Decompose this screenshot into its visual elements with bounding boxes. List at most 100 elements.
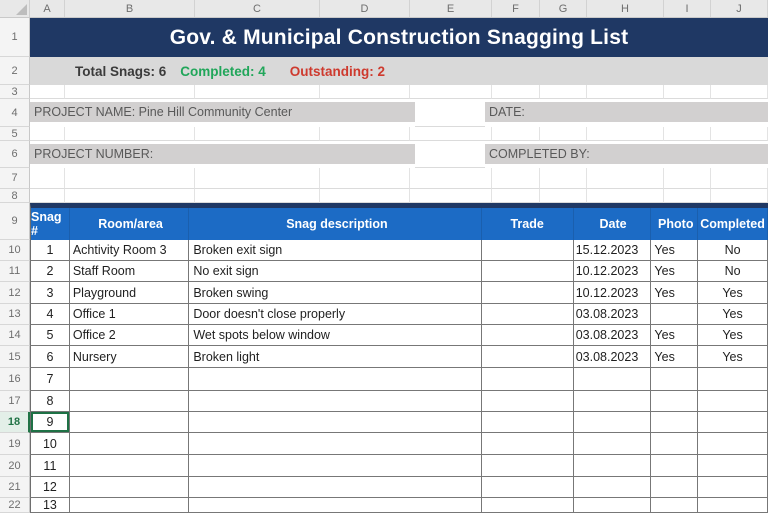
row-header-5[interactable]: 5 — [0, 127, 30, 141]
cell-photo[interactable] — [651, 498, 699, 512]
row-header-4[interactable]: 4 — [0, 99, 30, 127]
column-header-i[interactable]: I — [664, 0, 711, 17]
project-number-cell[interactable]: PROJECT NUMBER: — [30, 144, 415, 164]
row-header-14[interactable]: 14 — [0, 325, 30, 346]
header-trade[interactable]: Trade — [482, 208, 574, 240]
title-cell[interactable]: Gov. & Municipal Construction Snagging L… — [30, 18, 768, 57]
cell-room[interactable]: Staff Room — [70, 261, 190, 281]
date-cell[interactable]: DATE: — [485, 102, 768, 122]
cell-completed[interactable]: No — [698, 261, 768, 281]
column-header-j[interactable]: J — [711, 0, 768, 17]
cell-description[interactable] — [189, 498, 482, 512]
cell-date[interactable]: 15.12.2023 — [574, 240, 652, 260]
cell-room[interactable]: Playground — [70, 282, 190, 303]
row-header-10[interactable]: 10 — [0, 240, 30, 261]
cell-date[interactable] — [574, 455, 652, 476]
cell-trade[interactable] — [482, 433, 574, 454]
row-header-17[interactable]: 17 — [0, 391, 30, 412]
cell-room[interactable] — [70, 391, 190, 411]
cell-completed[interactable] — [698, 477, 768, 497]
cell-date[interactable]: 03.08.2023 — [574, 346, 652, 367]
cell-completed[interactable]: Yes — [698, 325, 768, 345]
cell-description[interactable]: Wet spots below window — [189, 325, 482, 345]
cell-description[interactable]: Broken swing — [189, 282, 482, 303]
cell-date[interactable] — [574, 391, 652, 411]
project-name-cell[interactable]: PROJECT NAME: Pine Hill Community Center — [30, 102, 415, 122]
row-header-12[interactable]: 12 — [0, 282, 30, 304]
cell-date[interactable] — [574, 368, 652, 390]
cell-photo[interactable] — [651, 455, 699, 476]
row-header-21[interactable]: 21 — [0, 477, 30, 498]
cell-photo[interactable]: Yes — [651, 346, 699, 367]
row-header-7[interactable]: 7 — [0, 168, 30, 189]
cell-photo[interactable] — [651, 433, 699, 454]
cell-photo[interactable] — [651, 391, 699, 411]
cell-description[interactable] — [189, 455, 482, 476]
empty-grid-row-7[interactable] — [30, 168, 768, 189]
cell-completed[interactable] — [698, 391, 768, 411]
row-header-3[interactable]: 3 — [0, 85, 30, 99]
cell-description[interactable]: No exit sign — [189, 261, 482, 281]
empty-cell[interactable] — [415, 141, 485, 168]
cell-snag[interactable]: 5 — [31, 325, 70, 345]
empty-grid-row-5[interactable] — [30, 127, 768, 141]
cell-date[interactable]: 03.08.2023 — [574, 325, 652, 345]
cell-photo[interactable] — [651, 477, 699, 497]
cell-description[interactable] — [189, 368, 482, 390]
row-header-11[interactable]: 11 — [0, 261, 30, 282]
cell-completed[interactable]: Yes — [698, 304, 768, 324]
cell-trade[interactable] — [482, 391, 574, 411]
row-header-9[interactable]: 9 — [0, 203, 30, 240]
cell-room[interactable] — [70, 433, 190, 454]
cell-description[interactable] — [189, 433, 482, 454]
header-snag-description[interactable]: Snag description — [189, 208, 482, 240]
cell-description[interactable] — [189, 412, 482, 432]
cell-description[interactable] — [189, 391, 482, 411]
cell-completed[interactable] — [698, 412, 768, 432]
row-header-6[interactable]: 6 — [0, 141, 30, 168]
row-header-8[interactable]: 8 — [0, 189, 30, 203]
cell-date[interactable] — [574, 477, 652, 497]
cell-snag[interactable]: 4 — [31, 304, 70, 324]
cell-description[interactable]: Broken exit sign — [189, 240, 482, 260]
cell-date[interactable] — [574, 412, 652, 432]
cell-snag[interactable]: 2 — [31, 261, 70, 281]
cell-snag[interactable]: 1 — [31, 240, 70, 260]
cell-photo[interactable]: Yes — [651, 325, 699, 345]
empty-grid-row-8[interactable] — [30, 189, 768, 203]
cell-completed[interactable]: No — [698, 240, 768, 260]
cell-completed[interactable]: Yes — [698, 282, 768, 303]
cell-room[interactable]: Office 1 — [70, 304, 190, 324]
cell-photo[interactable]: Yes — [651, 261, 699, 281]
cell-room[interactable]: Office 2 — [70, 325, 190, 345]
row-header-1[interactable]: 1 — [0, 18, 30, 57]
header-date[interactable]: Date — [574, 208, 652, 240]
cell-trade[interactable] — [482, 498, 574, 512]
header-snag-number[interactable]: Snag # — [31, 208, 70, 240]
row-header-2[interactable]: 2 — [0, 57, 30, 85]
cell-trade[interactable] — [482, 412, 574, 432]
cell-photo[interactable]: Yes — [651, 282, 699, 303]
cell-snag[interactable]: 12 — [31, 477, 70, 497]
cell-room[interactable] — [70, 368, 190, 390]
cell-description[interactable]: Broken light — [189, 346, 482, 367]
column-header-c[interactable]: C — [195, 0, 320, 17]
column-header-a[interactable]: A — [30, 0, 65, 17]
cell-photo[interactable] — [651, 368, 699, 390]
cell-trade[interactable] — [482, 325, 574, 345]
column-header-b[interactable]: B — [65, 0, 195, 17]
row-header-22[interactable]: 22 — [0, 498, 30, 513]
cell-room[interactable] — [70, 412, 190, 432]
summary-bar[interactable]: Total Snags: 6 Completed: 4 Outstanding:… — [30, 57, 768, 85]
cell-room[interactable] — [70, 455, 190, 476]
header-completed[interactable]: Completed — [698, 208, 768, 240]
row-header-18[interactable]: 18 — [0, 412, 30, 433]
cell-date[interactable]: 03.08.2023 — [574, 304, 652, 324]
cell-snag[interactable]: 10 — [31, 433, 70, 454]
row-header-13[interactable]: 13 — [0, 304, 30, 325]
cell-snag[interactable]: 3 — [31, 282, 70, 303]
cell-completed[interactable] — [698, 498, 768, 512]
row-header-20[interactable]: 20 — [0, 455, 30, 477]
row-header-15[interactable]: 15 — [0, 346, 30, 368]
empty-cell[interactable] — [415, 99, 485, 127]
